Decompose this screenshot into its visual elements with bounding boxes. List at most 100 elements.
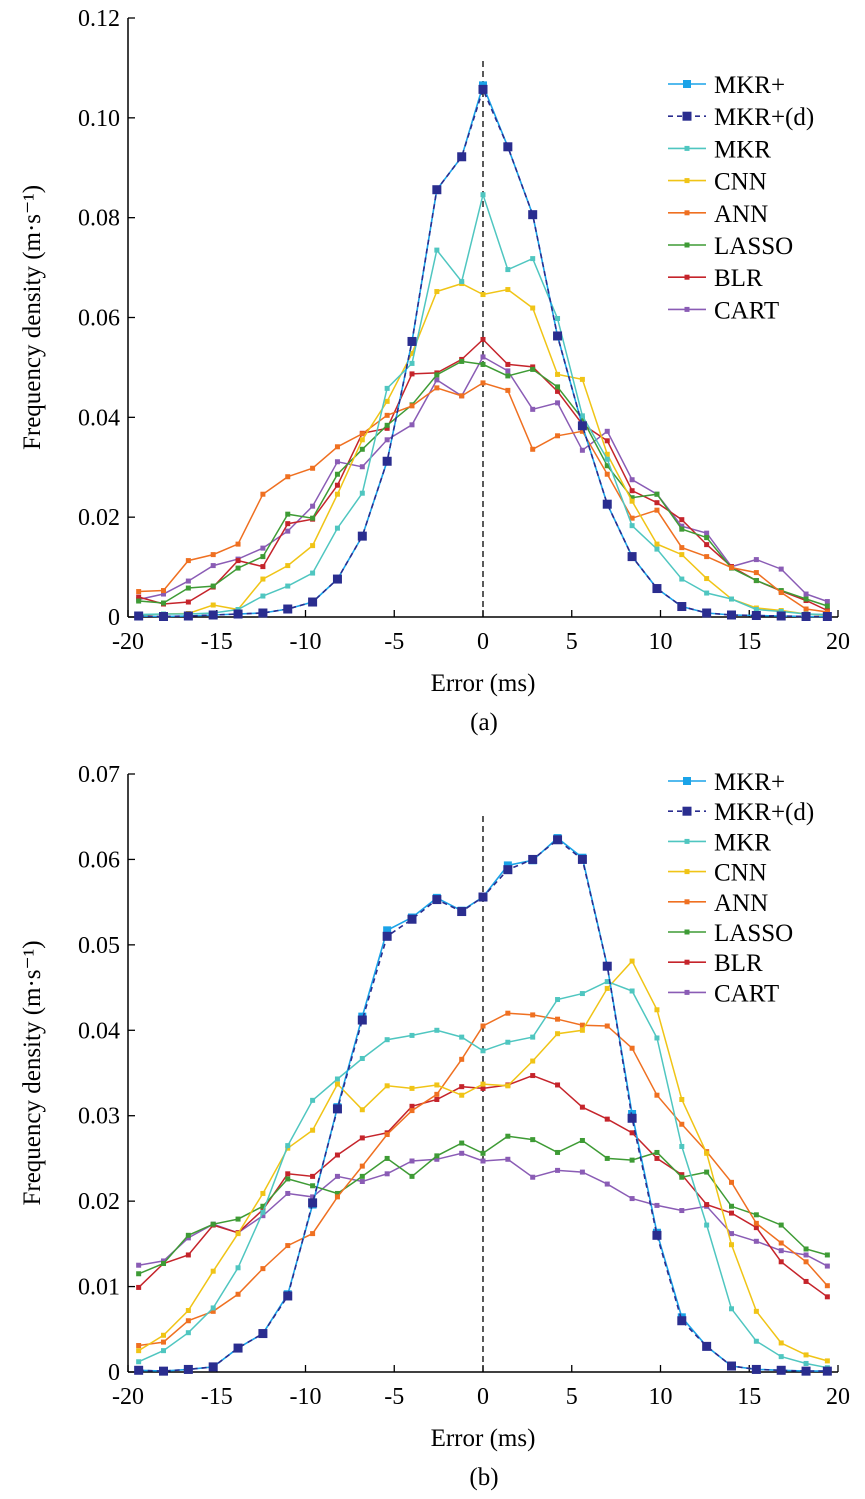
chart-a-data-point xyxy=(334,459,340,465)
chart-b-y-tick-label: 0.06 xyxy=(78,847,120,873)
chart-b-data-point xyxy=(577,854,587,864)
chart-a-data-point xyxy=(359,464,365,470)
chart-a-series-line xyxy=(138,382,828,613)
chart-b-data-point xyxy=(260,1213,266,1219)
chart-b-data-point xyxy=(677,1316,687,1326)
chart-a-data-point xyxy=(602,499,612,509)
chart-b-legend: MKR+ MKR+(d) MKR CNN ANN LASSO BLR CART xyxy=(668,769,814,1007)
chart-a-data-point xyxy=(260,545,266,551)
chart-b-data-point xyxy=(384,1155,390,1161)
chart-b-data-point xyxy=(579,1104,585,1110)
chart-a-legend-label: MKR+(d) xyxy=(714,104,814,131)
chart-a-data-point xyxy=(260,576,266,582)
chart-b-data-point xyxy=(530,1174,536,1180)
chart-b-legend-label: BLR xyxy=(714,950,763,977)
chart-b-data-point xyxy=(183,1364,193,1374)
chart-a-data-point xyxy=(384,398,390,404)
chart-b-data-point xyxy=(480,1158,486,1164)
chart-b-data-point xyxy=(778,1240,784,1246)
chart-b-data-point xyxy=(505,1156,511,1162)
chart-b-data-point xyxy=(824,1294,830,1300)
chart-b-data-point xyxy=(136,1348,142,1354)
chart-b-data-point xyxy=(434,1027,440,1033)
chart-b-data-point xyxy=(359,1135,365,1141)
chart-b-data-point xyxy=(654,1202,660,1208)
chart-b-data-point xyxy=(627,1113,637,1123)
chart-b-data-point xyxy=(409,1173,415,1179)
chart-b-x-tick-label: 0 xyxy=(477,1384,489,1410)
chart-a-data-point xyxy=(285,583,291,589)
chart-a-data-point xyxy=(432,185,442,195)
chart-b-data-point xyxy=(753,1225,759,1231)
chart-b-data-point xyxy=(776,1365,786,1375)
chart-panel-b: -20 -15 -10 -5 0 5 10 15 20 0 0.01 0.02 0.03 0.04 0.05… xyxy=(19,762,850,1491)
chart-b-data-point xyxy=(528,854,538,864)
chart-a-data-point xyxy=(407,336,417,346)
chart-b-data-point xyxy=(704,1169,710,1175)
chart-a-data-point xyxy=(357,531,367,541)
chart-a-data-point xyxy=(677,602,687,612)
chart-b-data-point xyxy=(457,907,467,917)
chart-a-data-point xyxy=(579,428,585,434)
chart-a-legend-label: MKR+ xyxy=(714,72,785,99)
chart-b-data-point xyxy=(751,1364,761,1374)
chart-b-data-point xyxy=(260,1190,266,1196)
chart-b-data-point xyxy=(480,1085,486,1091)
chart-a-data-point xyxy=(604,428,610,434)
chart-b-data-point xyxy=(778,1248,784,1254)
chart-a-data-point xyxy=(803,606,809,612)
chart-a-data-point xyxy=(822,612,832,622)
chart-a-data-point xyxy=(505,368,511,374)
chart-a-data-point xyxy=(478,84,488,94)
chart-a-data-point xyxy=(136,598,142,604)
chart-b-y-tick-label: 0.05 xyxy=(78,933,120,959)
chart-b-data-point xyxy=(604,1116,610,1122)
chart-b-data-point xyxy=(704,1150,710,1156)
chart-b-legend-item: MKR+(d) xyxy=(668,799,814,826)
chart-b-data-point xyxy=(579,991,585,997)
chart-b-data-point xyxy=(434,1091,440,1097)
chart-b-data-point xyxy=(359,1178,365,1184)
chart-b-data-point xyxy=(384,1132,390,1138)
chart-a-data-point xyxy=(409,350,415,356)
chart-a-data-point xyxy=(801,612,811,622)
chart-b-data-point xyxy=(652,1230,662,1240)
chart-a-data-point xyxy=(409,371,415,377)
chart-b-data-point xyxy=(555,1149,561,1155)
chart-b-data-point xyxy=(459,1056,465,1062)
chart-panel-a: -20 -15 -10 -5 0 5 10 15 20 0 0.02 0.04 0.06 0.08 0.10… xyxy=(19,6,850,736)
chart-b-data-point xyxy=(310,1231,316,1237)
chart-b-data-point xyxy=(803,1352,809,1358)
chart-b-data-point xyxy=(235,1216,241,1222)
chart-a-data-point xyxy=(654,541,660,547)
chart-a-data-point xyxy=(210,602,216,608)
chart-b-data-point xyxy=(161,1348,166,1354)
chart-b-data-point xyxy=(824,1358,830,1364)
chart-a-data-point xyxy=(285,528,291,534)
chart-a-legend-label: BLR xyxy=(714,265,763,292)
chart-a-data-point xyxy=(679,576,685,582)
chart-b-data-point xyxy=(210,1305,216,1311)
chart-a-data-point xyxy=(283,604,293,614)
chart-a-data-point xyxy=(334,471,340,477)
chart-b-data-point xyxy=(434,1096,440,1102)
chart-a-x-tick-label: 10 xyxy=(649,629,673,655)
chart-a-data-point xyxy=(555,384,561,390)
chart-a-data-point xyxy=(604,456,610,462)
chart-b-data-point xyxy=(260,1209,266,1215)
chart-b-data-point xyxy=(555,1167,561,1173)
chart-b-data-point xyxy=(629,988,635,994)
chart-b-data-point xyxy=(185,1307,191,1313)
chart-b-legend-label: MKR+(d) xyxy=(714,799,814,826)
chart-a-y-tick-label: 0.06 xyxy=(78,306,120,332)
chart-b-legend-item: LASSO xyxy=(668,920,793,947)
chart-b-legend-item: MKR+ xyxy=(668,769,785,796)
chart-b-data-point xyxy=(553,835,563,845)
chart-a-data-point xyxy=(480,336,486,342)
chart-a-data-point xyxy=(679,517,685,523)
chart-b-data-point xyxy=(480,1048,486,1054)
chart-a-data-point xyxy=(629,523,635,529)
chart-b-x-tick-label: 5 xyxy=(566,1384,578,1410)
chart-a-legend-marker xyxy=(682,111,692,121)
chart-a-y-tick-label: 0.08 xyxy=(78,206,120,232)
